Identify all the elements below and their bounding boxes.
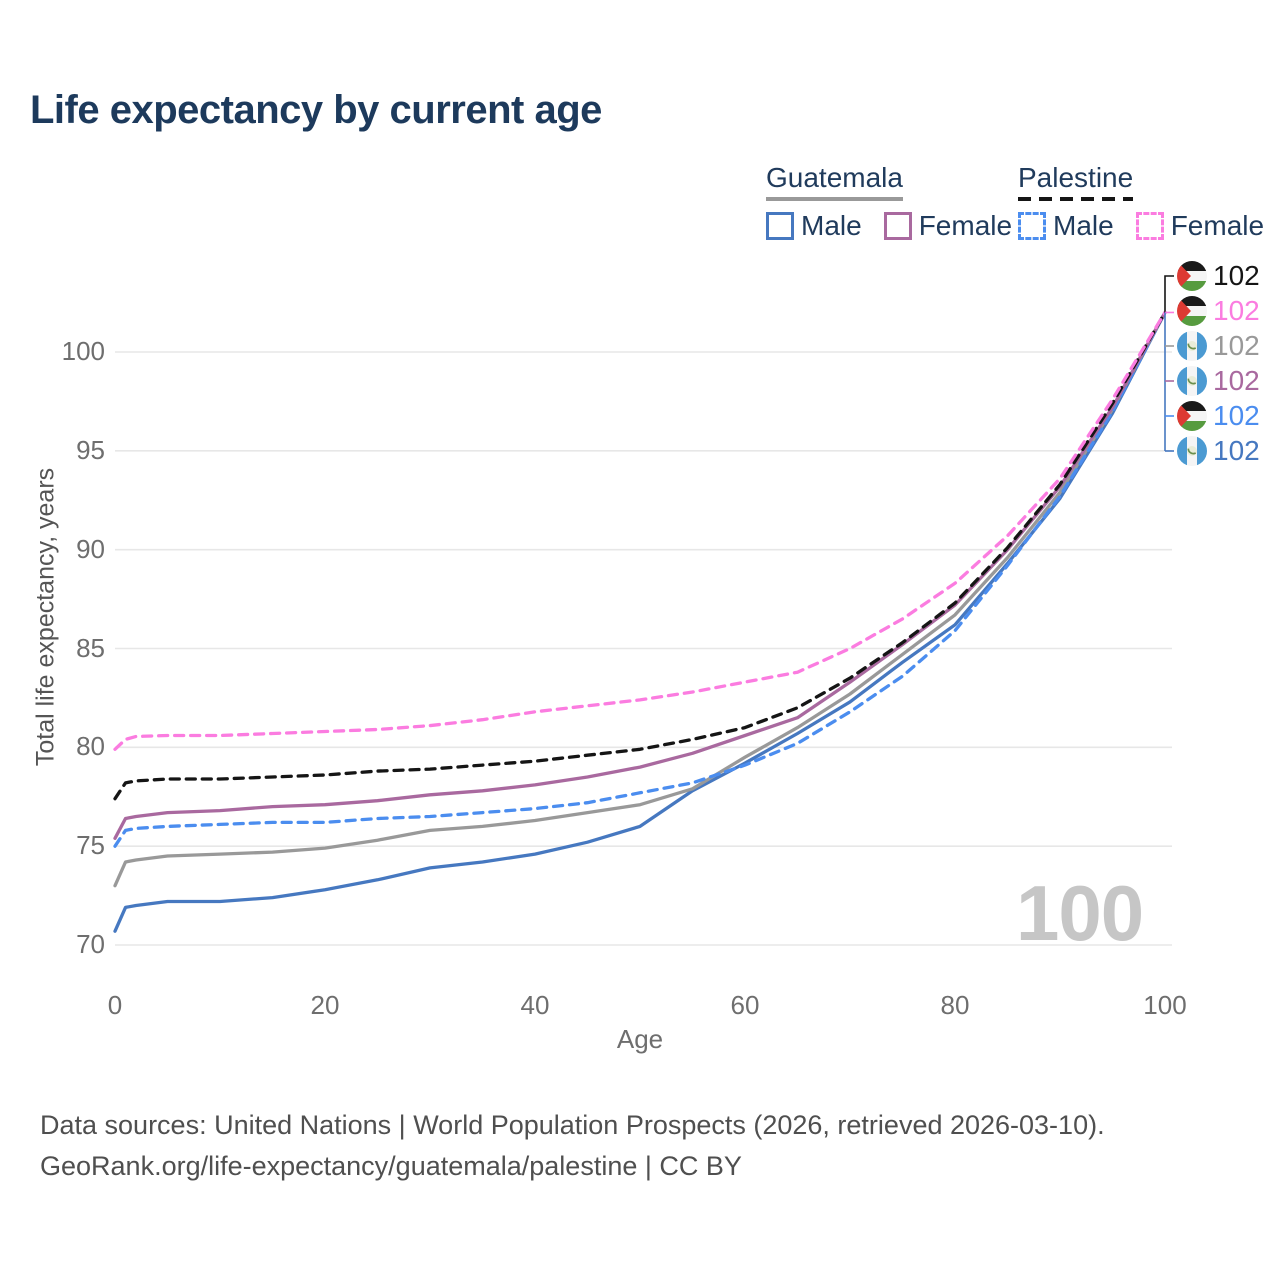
series-end-label: 102 [1177,364,1260,398]
series-end-label: 102 [1177,329,1260,363]
end-label-connector [1164,275,1174,313]
legend-item-palestine-female[interactable]: Female [1135,210,1265,242]
guatemala-male-swatch-icon [766,212,794,240]
palestine-male-swatch-icon [1018,212,1046,240]
legend-item-label: Male [801,210,862,241]
legend-item-label: Female [918,210,1013,241]
x-tick-label: 80 [940,990,970,1020]
y-axis-title: Total life expectancy, years [31,467,60,767]
series-line-guatemala-male[interactable] [113,310,1167,933]
guatemala-line-style-swatch [766,197,903,201]
end-label-value: 102 [1213,400,1260,431]
legend-group-palestine: Palestine Male Female [1018,162,1264,242]
legend-country-palestine: Palestine [1018,162,1134,193]
series-line-palestine-female[interactable] [113,310,1167,751]
series-line-guatemala-female[interactable] [113,310,1167,840]
legend-country-guatemala: Guatemala [766,162,903,193]
series-end-label: 102 [1177,294,1260,328]
series-line-palestine-male[interactable] [113,310,1167,848]
legend-item-label: Female [1170,210,1265,241]
palestine-flag-icon [1177,296,1207,326]
end-label-value: 102 [1213,260,1260,291]
legend-item-palestine-male[interactable]: Male [1018,210,1114,242]
series-end-label: 102 [1177,259,1260,293]
y-tick-label: 100 [61,336,105,366]
legend-item-guatemala-male[interactable]: Male [766,210,862,242]
y-tick-label: 70 [76,929,105,959]
series-line-palestine-both-sexes[interactable] [113,310,1167,801]
footer: Data sources: United Nations | World Pop… [40,1105,1105,1187]
palestine-line-style-swatch [1018,197,1134,201]
series-end-label: 102 [1177,434,1260,468]
legend-item-label: Male [1053,210,1114,241]
y-tick-label: 80 [76,731,105,762]
end-label-value: 102 [1213,435,1260,466]
x-tick-label: 20 [310,990,340,1020]
x-tick-label: 40 [520,990,550,1020]
series-line-guatemala-both-sexes[interactable] [113,310,1167,888]
y-tick-label: 90 [76,533,105,564]
end-label-value: 102 [1213,295,1260,326]
x-tick-label: 60 [730,990,760,1020]
guatemala-flag-icon [1177,331,1207,361]
legend-item-guatemala-female[interactable]: Female [883,210,1013,242]
legend-group-guatemala: Guatemala Male Female [766,162,1012,242]
y-tick-label: 95 [76,434,105,465]
x-tick-label: 100 [1143,990,1187,1020]
footer-url-line: GeoRank.org/life-expectancy/guatemala/pa… [40,1151,742,1181]
y-tick-label: 75 [76,830,105,861]
end-label-value: 102 [1213,330,1260,361]
footer-sources-line: Data sources: United Nations | World Pop… [40,1110,1105,1140]
x-axis-title: Age [616,1024,664,1054]
x-tick-label: 0 [107,990,123,1020]
watermark-max-age: 100 [1016,869,1144,957]
guatemala-flag-icon [1177,366,1207,396]
end-label-value: 102 [1213,365,1260,396]
guatemala-flag-icon [1177,436,1207,466]
y-tick-label: 85 [76,632,105,663]
palestine-flag-icon [1177,261,1207,291]
series-end-label: 102 [1177,399,1260,433]
palestine-female-swatch-icon [1135,212,1164,240]
page-title: Life expectancy by current age [30,88,602,132]
palestine-flag-icon [1177,401,1207,431]
guatemala-female-swatch-icon [883,212,912,240]
